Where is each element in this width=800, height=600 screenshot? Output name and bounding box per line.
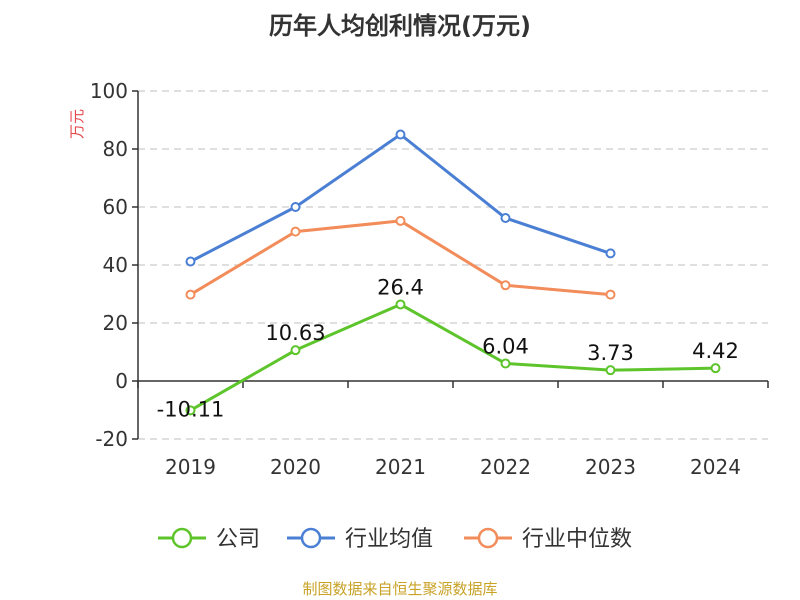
legend-marker <box>300 527 322 549</box>
legend-label: 行业中位数 <box>522 527 632 552</box>
data-label: 4.42 <box>692 339 739 363</box>
data-point <box>500 213 511 224</box>
y-tick-label: 60 <box>103 195 128 219</box>
data-label: -10.11 <box>157 397 225 421</box>
legend-label: 行业均值 <box>345 527 433 552</box>
data-point <box>500 358 511 369</box>
x-tick-label: 2021 <box>375 455 426 479</box>
source-note: 制图数据来自恒生聚源数据库 <box>302 580 498 598</box>
data-point <box>290 345 301 356</box>
legend: 公司 行业均值 行业中位数 <box>158 527 632 552</box>
data-point <box>185 405 196 416</box>
x-tick-label: 2022 <box>480 455 531 479</box>
series-lines <box>185 129 721 416</box>
data-point <box>605 365 616 376</box>
data-label: 3.73 <box>587 341 634 365</box>
legend-marker <box>477 527 499 549</box>
data-label: 6.04 <box>482 334 529 358</box>
data-point <box>395 215 406 226</box>
data-point <box>710 363 721 374</box>
data-point <box>185 256 196 267</box>
data-point <box>185 289 196 300</box>
axes: -20 0 20 40 60 80 100 2019 2020 2021 2022 2023 2024 万… <box>68 79 769 479</box>
data-point <box>605 248 616 259</box>
y-tick-label: 100 <box>90 79 128 103</box>
y-tick-label: 40 <box>103 253 128 277</box>
data-point <box>290 226 301 237</box>
y-tick-label: 0 <box>115 369 128 393</box>
x-tick-label: 2019 <box>165 455 216 479</box>
y-tick-label: 80 <box>103 137 128 161</box>
data-point <box>395 129 406 140</box>
legend-marker <box>171 527 193 549</box>
y-tick-label: -20 <box>95 427 128 451</box>
chart-title: 历年人均创利情况(万元) <box>269 12 531 40</box>
legend-label: 公司 <box>216 527 260 552</box>
y-axis-title: 万元 <box>68 109 86 139</box>
data-labels: -10.11 10.63 26.4 6.04 3.73 4.42 <box>157 275 739 421</box>
series-line-0 <box>189 302 716 412</box>
x-tick-label: 2024 <box>690 455 741 479</box>
data-point <box>290 202 301 212</box>
x-tick-label: 2023 <box>585 455 636 479</box>
x-tick-label: 2020 <box>270 455 321 479</box>
data-label: 26.4 <box>377 275 424 299</box>
data-point <box>500 280 511 291</box>
y-tick-label: 20 <box>103 311 128 335</box>
data-point <box>605 289 616 300</box>
gridlines <box>138 90 768 440</box>
data-label: 10.63 <box>265 321 325 345</box>
series-line-1 <box>189 133 611 263</box>
data-point <box>395 299 406 310</box>
